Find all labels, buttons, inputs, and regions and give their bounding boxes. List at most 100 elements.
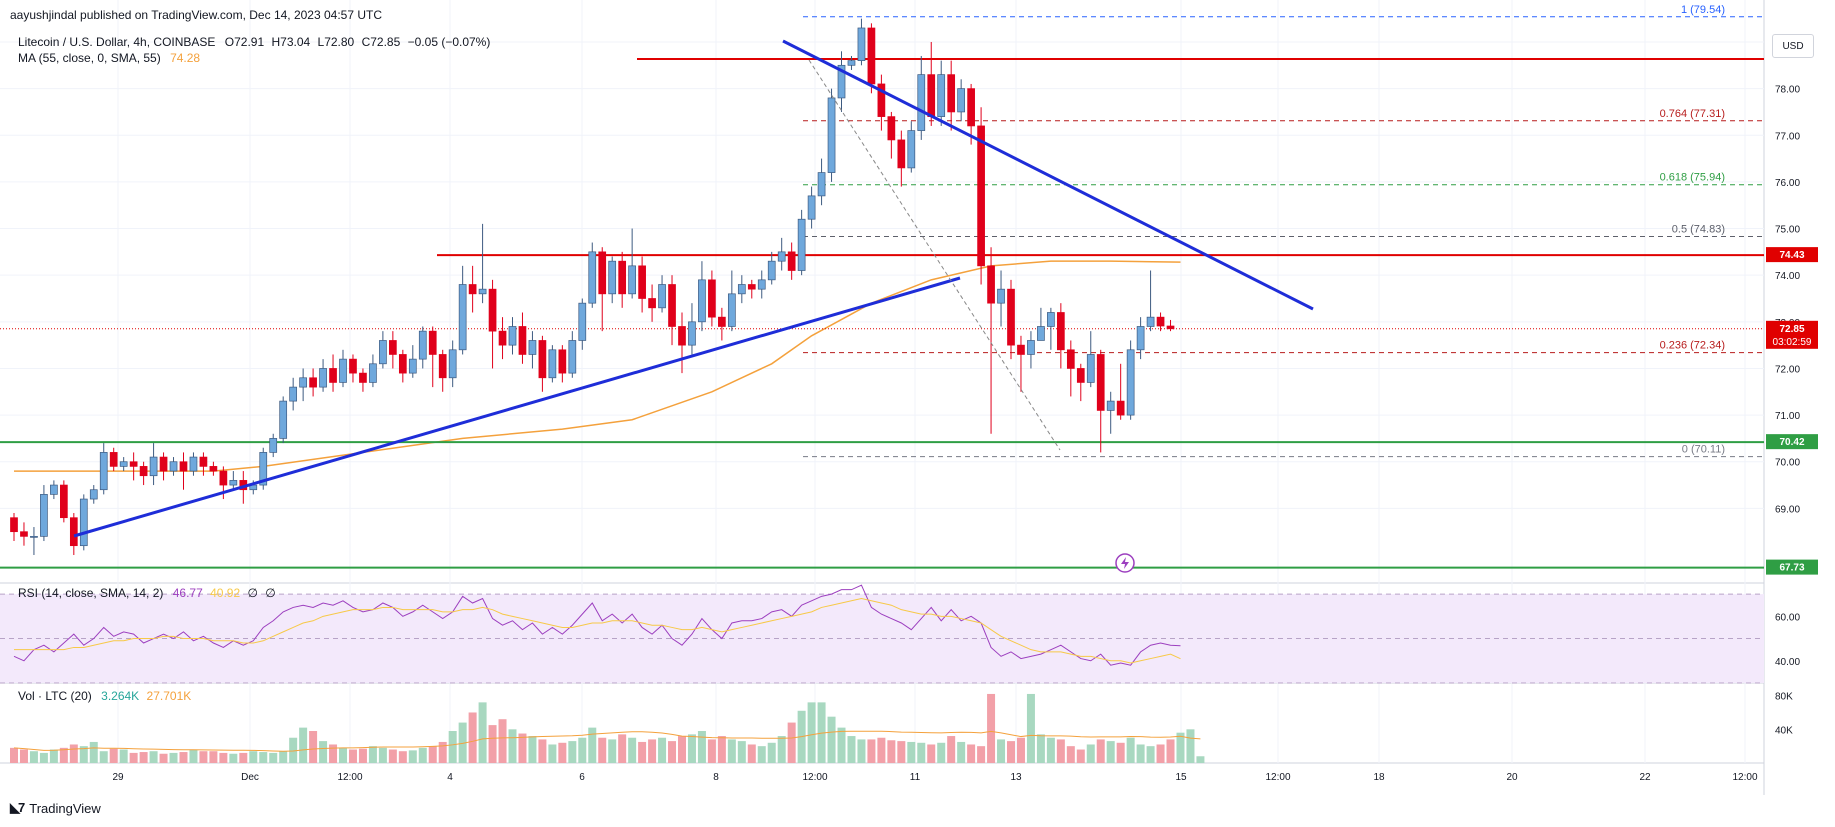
candle-body	[299, 377, 307, 388]
volume-bar	[139, 752, 148, 763]
candle-body	[977, 125, 985, 267]
candle-body	[498, 330, 507, 346]
volume-bar	[1007, 741, 1015, 763]
vol-label: Vol · LTC (20)	[18, 689, 92, 703]
price-tag	[1766, 559, 1818, 575]
volume-bar	[568, 741, 577, 763]
rsi-value: 46.77	[172, 586, 203, 600]
time-tick-label: 8	[713, 772, 719, 783]
candle-body	[568, 340, 577, 374]
countdown-label: 03:02:59	[1773, 337, 1812, 348]
candle-body	[279, 400, 288, 439]
vol-tick-label: 80K	[1775, 692, 1793, 703]
candle-body	[588, 251, 597, 304]
candle-body	[109, 452, 118, 467]
rsi-legend[interactable]: RSI (14, close, SMA, 14, 2) 46.77 40.92 …	[18, 586, 276, 600]
volume-bar	[807, 702, 816, 763]
candle-body	[767, 260, 776, 281]
fib-label: 0.618 (75.94)	[1660, 172, 1725, 184]
rsi-value-4: ∅	[265, 586, 276, 600]
candle-body	[937, 74, 946, 117]
volume-bar	[89, 741, 98, 763]
volume-bar	[388, 749, 397, 763]
rsi-tick-label: 60.00	[1775, 612, 1800, 623]
candle-body	[867, 27, 876, 85]
price-tick-label: 74.00	[1775, 271, 1800, 282]
volume-bar	[987, 693, 996, 763]
vol-value: 3.264K	[101, 689, 140, 703]
candle-body	[199, 456, 208, 467]
ohlc-close: C72.85	[361, 35, 401, 49]
volume-bar	[1106, 741, 1115, 763]
axis-labels: 69.0070.0071.0072.0073.0074.0075.0076.00…	[112, 38, 1800, 783]
candle-body	[887, 116, 896, 141]
candle-body	[897, 139, 906, 169]
volume-bar	[468, 712, 477, 763]
trend-lines	[73, 39, 1314, 538]
candle-body	[1056, 312, 1065, 351]
candle-body	[528, 340, 537, 355]
lightning-icon[interactable]	[1115, 553, 1135, 573]
candle-body	[229, 480, 238, 486]
volume-bar	[588, 727, 597, 763]
candle-body	[329, 368, 337, 383]
candle-body	[1017, 344, 1025, 355]
rsi-tick-label: 40.00	[1775, 657, 1800, 668]
volume-bar	[149, 751, 158, 763]
volume-bar	[997, 739, 1006, 763]
candle-body	[777, 251, 786, 262]
candle-body	[608, 260, 617, 295]
volume-bar	[358, 748, 367, 763]
volume-bar	[687, 734, 696, 763]
time-tick-label: 12:00	[802, 772, 827, 783]
volume-bar	[99, 751, 108, 763]
candle-body	[1096, 354, 1105, 411]
volume-bar	[368, 746, 377, 763]
candle-body	[398, 354, 407, 374]
rsi-lines	[13, 584, 1181, 666]
tradingview-mark-icon: ◣7	[10, 800, 25, 815]
volume-bar	[1126, 737, 1135, 763]
price-tick-label: 76.00	[1775, 178, 1800, 189]
volume-bar	[289, 737, 298, 763]
currency-button[interactable]: USD	[1772, 34, 1814, 58]
candle-body	[99, 452, 108, 491]
volume-bar	[1136, 744, 1145, 763]
candle-body	[59, 484, 68, 519]
time-tick-label: 12:00	[1732, 772, 1757, 783]
candle-body	[508, 326, 517, 346]
ma-value: 74.28	[170, 51, 201, 65]
volume-bar	[857, 739, 866, 763]
candle-body	[159, 456, 168, 472]
volume-bar	[937, 742, 946, 763]
ohlc-open: O72.91	[224, 35, 265, 49]
candle-body	[538, 340, 547, 379]
candle-body	[488, 288, 497, 332]
rsi-label: RSI (14, close, SMA, 14, 2)	[18, 586, 164, 600]
price-tag-label: 72.85	[1779, 324, 1804, 335]
ma-legend[interactable]: MA (55, close, 0, SMA, 55) 74.28	[18, 51, 200, 65]
fibonacci-levels: 1 (79.54) 0.764 (77.31) 0.618 (75.94) 0.5 (…	[803, 4, 1762, 458]
vol-legend[interactable]: Vol · LTC (20) 3.264K 27.701K	[18, 689, 191, 703]
candle-body	[648, 298, 656, 309]
volume-bar	[847, 736, 856, 763]
candle-body	[458, 284, 467, 351]
brand-text: TradingView	[29, 800, 101, 816]
moving-average-line	[14, 260, 1181, 472]
candle-body	[20, 531, 28, 537]
candle-body	[678, 326, 686, 346]
price-tag	[1766, 247, 1818, 263]
time-tick-label: 11	[910, 772, 921, 783]
candle-body	[737, 284, 746, 295]
tradingview-logo[interactable]: ◣7 TradingView	[10, 800, 101, 816]
volume-bar	[498, 719, 507, 763]
volume-bar	[79, 746, 88, 763]
candle-body	[708, 279, 716, 318]
volume-bar	[259, 752, 268, 763]
volume-bar	[967, 744, 976, 763]
fib-label: 0.764 (77.31)	[1660, 108, 1725, 120]
volume-bar	[598, 737, 607, 763]
volume-bar	[69, 744, 78, 763]
volume-bar	[49, 749, 58, 763]
